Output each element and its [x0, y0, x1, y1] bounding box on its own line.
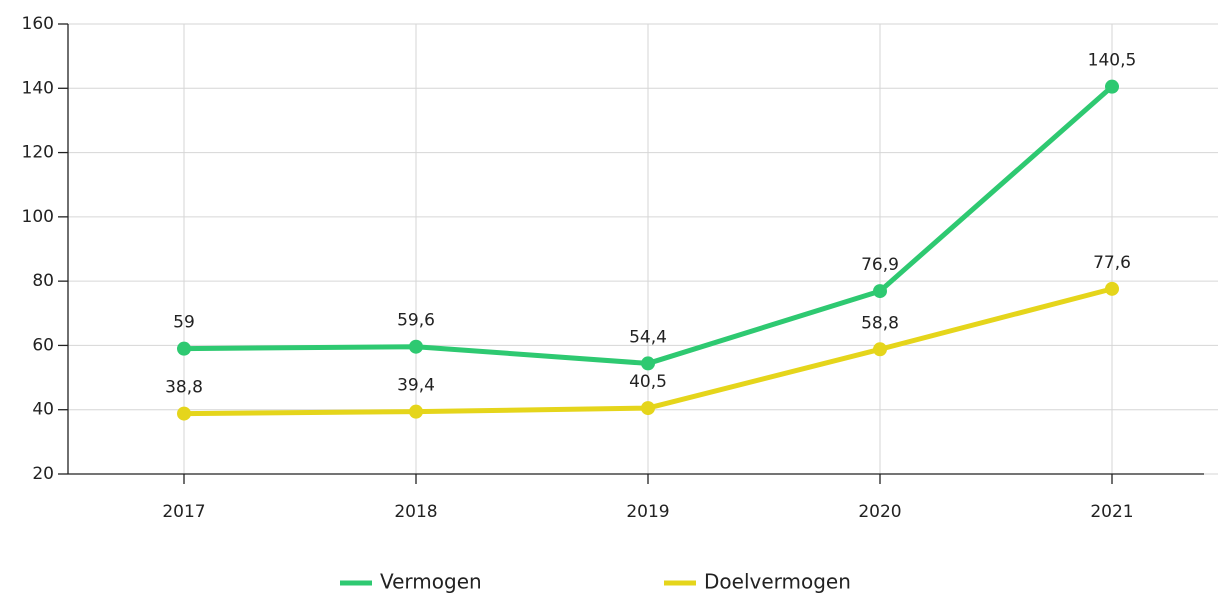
point	[873, 284, 887, 299]
x-tick-label: 2019	[626, 502, 669, 522]
point	[873, 342, 887, 357]
x-tick-label: 2020	[858, 502, 901, 522]
point	[641, 356, 655, 371]
data-label: 76,9	[861, 255, 899, 275]
data-label: 39,4	[397, 376, 435, 396]
data-label: 54,4	[629, 327, 667, 347]
point	[177, 406, 191, 421]
point	[409, 404, 423, 419]
data-label: 38,8	[165, 378, 203, 398]
data-label: 140,5	[1088, 51, 1137, 71]
y-tick-label: 40	[32, 400, 54, 420]
x-tick-label: 2021	[1090, 502, 1133, 522]
point	[177, 341, 191, 356]
point	[1105, 79, 1119, 94]
y-tick-label: 80	[32, 271, 54, 291]
point	[641, 401, 655, 416]
y-tick-label: 100	[22, 207, 54, 227]
y-tick-label: 60	[32, 335, 54, 355]
data-label: 40,5	[629, 372, 667, 392]
y-tick-label: 160	[22, 14, 54, 34]
point	[409, 339, 423, 354]
data-label: 59,6	[397, 311, 435, 331]
y-tick-label: 20	[32, 464, 54, 484]
data-label: 58,8	[861, 313, 899, 333]
y-tick-label: 120	[22, 143, 54, 163]
y-tick-label: 140	[22, 78, 54, 98]
x-tick-label: 2017	[162, 502, 205, 522]
legend-label: Vermogen	[380, 570, 482, 594]
data-label: 59	[173, 313, 195, 333]
point	[1105, 281, 1119, 296]
data-label: 77,6	[1093, 253, 1131, 273]
x-tick-label: 2018	[394, 502, 437, 522]
legend-label: Doelvermogen	[704, 570, 851, 594]
